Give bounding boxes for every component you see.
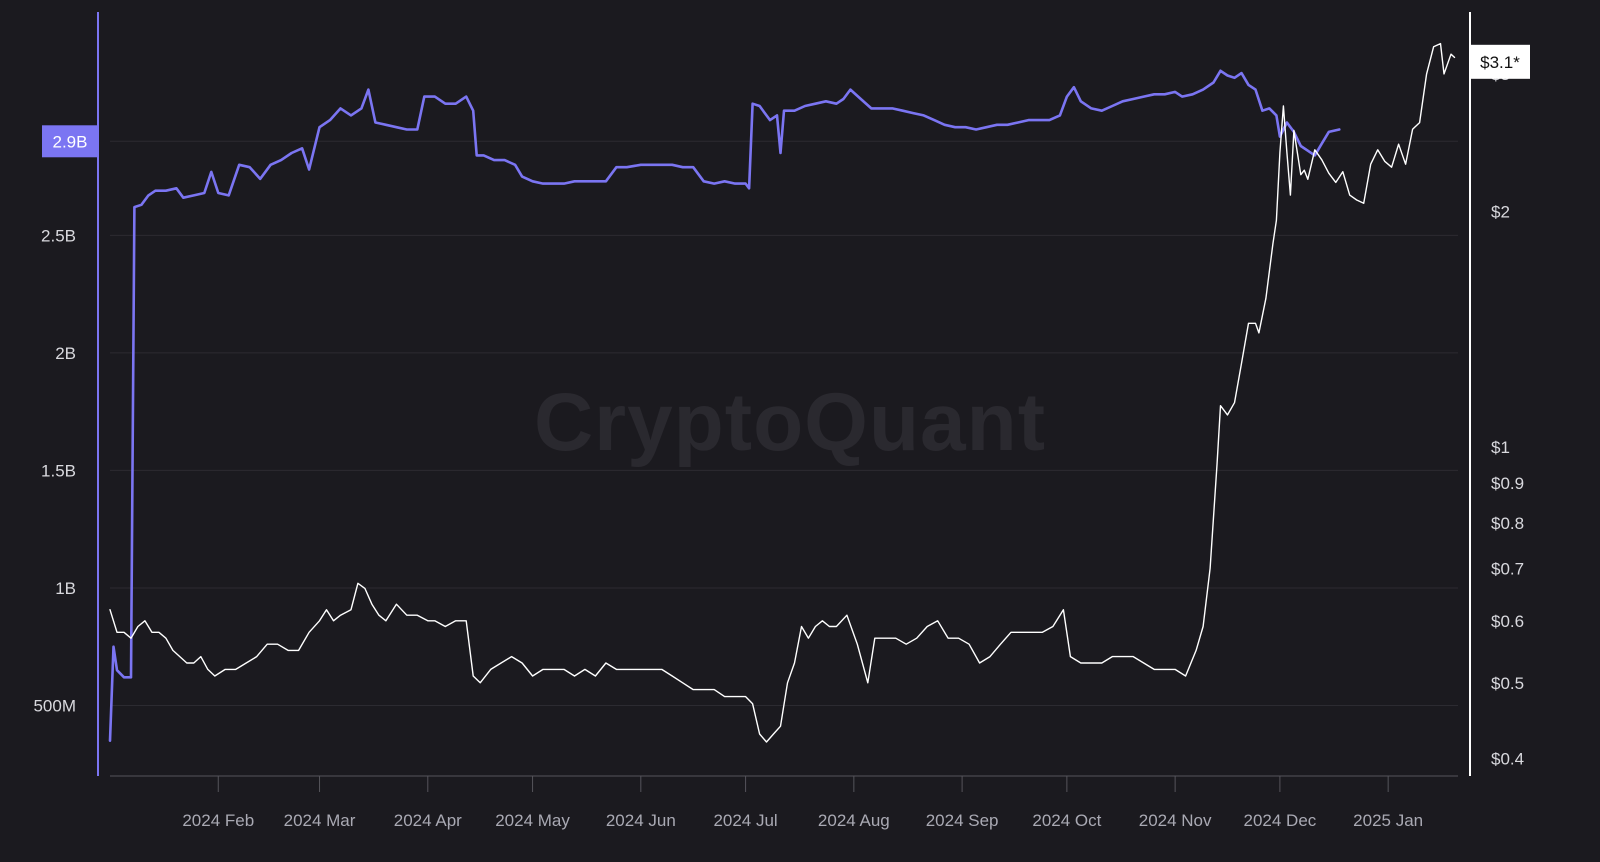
x-axis-tick-label: 2024 Apr [394,811,462,830]
right-axis-tick-label: $0.8 [1491,514,1524,533]
right-axis-tick-label: $1 [1491,438,1510,457]
left-axis-tick-label: 1B [55,579,76,598]
left-axis-tick-label: 1.5B [41,461,76,480]
x-axis-tick-label: 2024 Dec [1244,811,1317,830]
badge-layer: 2.9B $3.1* [42,44,1530,158]
right-current-value-text: $3.1* [1480,53,1520,72]
watermark: CryptoQuant [534,377,1046,468]
x-axis-tick-label: 2024 Aug [818,811,890,830]
series-layer [108,42,1456,743]
x-axis-tick-label: 2024 Mar [284,811,356,830]
x-axis-tick-label: 2024 May [495,811,570,830]
series-line-right[interactable] [109,42,1456,743]
x-axis-tick-label: 2024 Jun [606,811,676,830]
right-axis-tick-label: $0.6 [1491,612,1524,631]
right-axis-tick-label: $0.5 [1491,674,1524,693]
x-axis-tick-label: 2024 Sep [926,811,999,830]
grid-layer [110,140,1458,706]
x-axis-tick-label: 2025 Jan [1353,811,1423,830]
x-axis-tick-label: 2024 Oct [1032,811,1101,830]
right-axis-tick-label: $0.7 [1491,559,1524,578]
right-current-value-badge [1470,44,1530,79]
x-axis-tick-label: 2024 Feb [182,811,254,830]
x-axis-tick-label: 2024 Nov [1139,811,1212,830]
x-axis-tick-label: 2024 Jul [713,811,777,830]
left-axis-tick-label: 2B [55,344,76,363]
left-axis-tick-label: 2.5B [41,226,76,245]
right-axis-tick-label: $2 [1491,203,1510,222]
right-axis-tick-label: $0.9 [1491,474,1524,493]
left-axis-tick-label: 500M [33,696,76,715]
right-axis-tick-label: $0.4 [1491,750,1524,769]
series-line-left[interactable] [108,69,1341,742]
axis-layer: 500M 1B 1.5B 2B 2.5B $0.4 $0.5 $0.6 $0.7 $0.8 $0.9… [33,12,1524,830]
left-current-value-text: 2.9B [53,132,88,151]
left-current-value-badge [42,125,98,158]
